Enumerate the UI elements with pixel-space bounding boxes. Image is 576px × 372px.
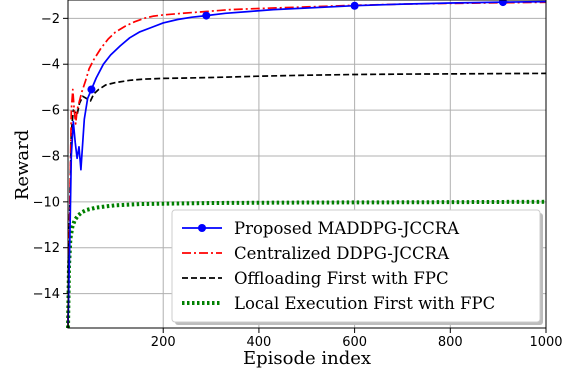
- x-tick-label: 600: [342, 335, 367, 350]
- y-tick-label: −4: [41, 58, 60, 73]
- legend-label: Offloading First with FPC: [234, 269, 449, 288]
- legend-label: Centralized DDPG-JCCRA: [234, 244, 450, 263]
- grid: [68, 0, 547, 328]
- x-axis-label: Episode index: [243, 348, 371, 369]
- x-tick-label: 200: [151, 335, 176, 350]
- x-tick-label: 400: [246, 335, 271, 350]
- series-layer: [66, 0, 547, 329]
- legend: Proposed MADDPG-JCCRA Centralized DDPG-JC…: [171, 209, 543, 325]
- series-line-2: [67, 72, 547, 329]
- y-tick-label: −2: [41, 12, 60, 27]
- series-marker: [87, 85, 96, 94]
- x-tick-label: 1000: [529, 335, 562, 350]
- legend-label: Proposed MADDPG-JCCRA: [234, 219, 460, 238]
- series-marker: [202, 11, 211, 20]
- series-marker: [350, 1, 359, 10]
- y-tick-label: −6: [41, 104, 60, 119]
- y-tick-label: −14: [33, 287, 60, 302]
- y-tick-label: −8: [41, 149, 60, 164]
- y-tick-label: −12: [33, 241, 60, 256]
- legend-box: [171, 209, 541, 323]
- x-tick-label: 800: [438, 335, 463, 350]
- legend-label: Local Execution First with FPC: [234, 294, 495, 313]
- plot-frame: [67, 0, 547, 329]
- series-line-3: [66, 199, 547, 329]
- y-axis-label: Reward: [12, 130, 33, 200]
- series-line-1: [67, 1, 547, 324]
- series-marker: [498, 0, 507, 7]
- series-line-0: [67, 0, 547, 324]
- y-tick-label: −10: [33, 195, 60, 210]
- ticks: 200 400 600 800 1000 −14 −12 −10 −8 −6 −4 −2: [33, 12, 563, 350]
- legend-marker: [198, 224, 206, 232]
